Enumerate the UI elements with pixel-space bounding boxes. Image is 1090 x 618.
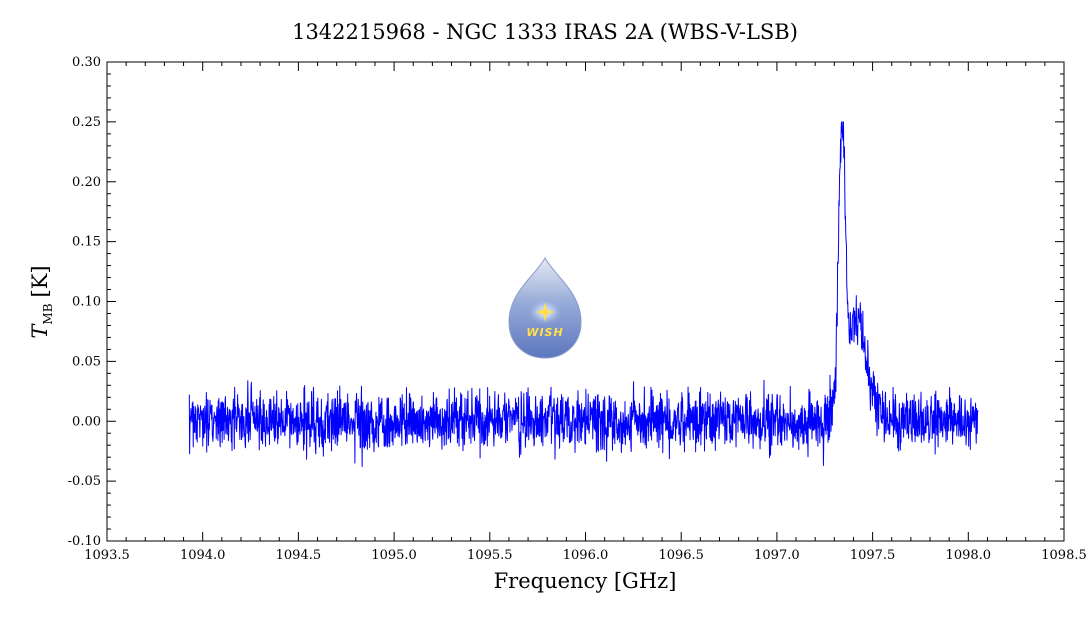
x-tick-label: 1098.0 <box>946 548 992 563</box>
y-axis-unit: [K] <box>28 265 52 297</box>
x-tick-label: 1096.5 <box>658 548 704 563</box>
axis-ticks <box>106 61 1065 542</box>
y-tick-label: 0.00 <box>72 414 101 429</box>
y-tick-label: 0.05 <box>72 354 101 369</box>
plot-frame <box>106 61 1065 542</box>
y-tick-label: 0.15 <box>72 235 101 250</box>
y-axis-label: TMB [K] <box>28 265 55 338</box>
x-tick-label: 1093.5 <box>84 548 130 563</box>
chart-title: 1342215968 - NGC 1333 IRAS 2A (WBS-V-LSB… <box>292 20 798 44</box>
y-tick-label: -0.05 <box>68 474 101 489</box>
x-tick-label: 1097.5 <box>850 548 896 563</box>
x-tick-label: 1097.0 <box>754 548 800 563</box>
x-tick-label: 1094.5 <box>276 548 322 563</box>
x-tick-labels: 1093.5 1094.0 1094.5 1095.0 1095.5 1096.0 1096… <box>84 548 1087 563</box>
x-tick-label: 1095.0 <box>371 548 417 563</box>
spectrum-line <box>188 121 979 467</box>
svg-text:TMB[K]: TMB [K] <box>28 265 55 338</box>
x-tick-label: 1094.0 <box>180 548 226 563</box>
y-tick-label: 0.30 <box>72 55 101 70</box>
x-axis-label: Frequency [GHz] <box>494 569 677 593</box>
y-tick-label: -0.10 <box>68 534 101 549</box>
y-tick-label: 0.10 <box>72 295 101 310</box>
y-axis-subscript: MB <box>41 303 55 324</box>
y-tick-labels: -0.10 -0.05 0.00 0.05 0.10 0.15 0.20 0.25 0.30 <box>68 55 101 549</box>
x-tick-label: 1098.5 <box>1041 548 1087 563</box>
y-axis-symbol: T <box>28 323 52 339</box>
x-tick-label: 1095.5 <box>467 548 513 563</box>
y-tick-label: 0.20 <box>72 175 101 190</box>
star-icon <box>535 302 555 322</box>
x-tick-label: 1096.0 <box>563 548 609 563</box>
wish-logo: WISH <box>508 256 582 359</box>
y-tick-label: 0.25 <box>72 115 101 130</box>
logo-text: WISH <box>526 326 563 339</box>
